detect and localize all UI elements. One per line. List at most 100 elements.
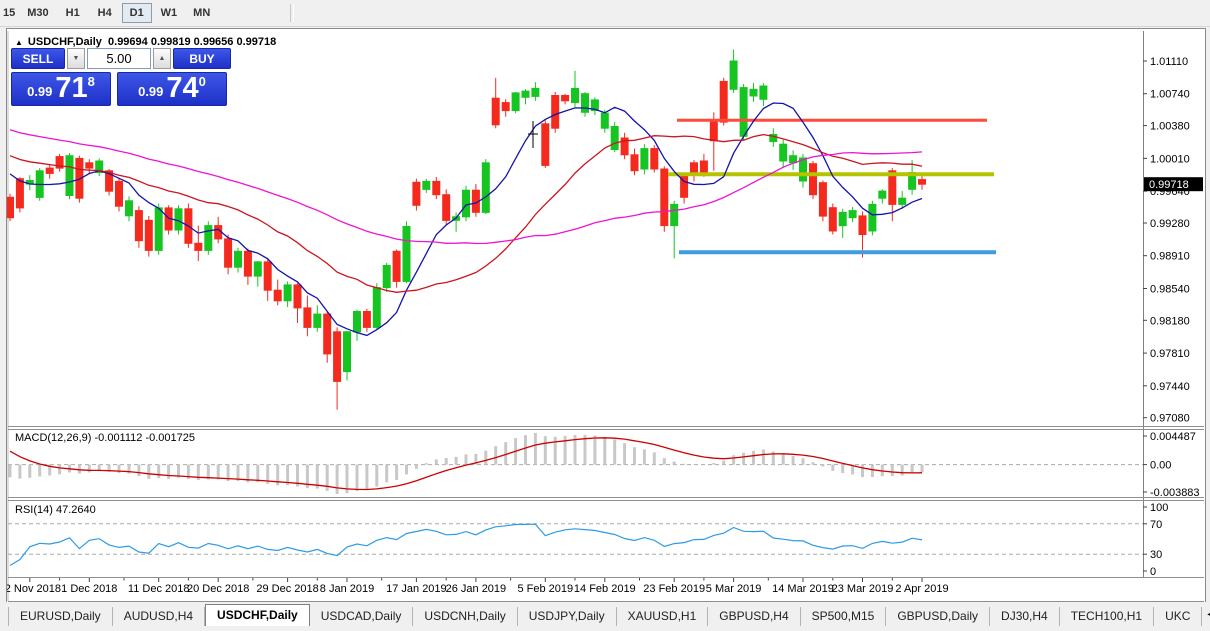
chart-tab-gbpusd-daily[interactable]: GBPUSD,Daily	[886, 607, 991, 626]
svg-text:0.98540: 0.98540	[1150, 284, 1190, 296]
chart-tab-usdcnh-daily[interactable]: USDCNH,Daily	[413, 607, 518, 626]
spread-input[interactable]: 5.00	[87, 48, 151, 69]
svg-text:0.98910: 0.98910	[1150, 251, 1190, 263]
timeframe-button-d1[interactable]: D1	[121, 3, 152, 23]
price-chart-canvas[interactable]: 1.011101.007401.003801.000100.996400.992…	[7, 29, 1205, 602]
svg-text:5 Mar 2019: 5 Mar 2019	[706, 583, 762, 595]
symbol-period-label: USDCHF,Daily	[27, 36, 102, 48]
mid-ma	[9, 133, 923, 293]
timeframe-button-m30[interactable]: M30	[20, 3, 55, 23]
buy-price-point: 0	[198, 74, 206, 89]
spread-decrease-button[interactable]: ▼	[67, 48, 85, 69]
one-click-trade-panel: SELL ▼ 5.00 ▲ BUY 0.99 71 8 0.99 74 0	[11, 48, 233, 106]
collapse-arrow-icon: ▲	[15, 38, 23, 47]
chart-tab-usdjpy-daily[interactable]: USDJPY,Daily	[518, 607, 617, 626]
svg-text:0.99280: 0.99280	[1150, 218, 1190, 230]
fast-ma	[9, 102, 923, 337]
svg-text:100: 100	[1150, 502, 1168, 514]
chart-tab-ukc[interactable]: UKC	[1154, 607, 1203, 626]
rsi-name: RSI(14)	[15, 504, 53, 516]
chart-tab-dj30-h4[interactable]: DJ30,H4	[990, 607, 1060, 626]
spread-increase-button[interactable]: ▲	[153, 48, 171, 69]
svg-text:8 Jan 2019: 8 Jan 2019	[320, 583, 374, 595]
chart-tab-usdchf-daily[interactable]: USDCHF,Daily	[205, 604, 310, 626]
timeframe-button-mn[interactable]: MN	[186, 3, 217, 23]
candlesticks	[7, 49, 926, 410]
buy-button[interactable]: BUY	[173, 48, 231, 69]
chart-tab-audusd-h4[interactable]: AUDUSD,H4	[113, 607, 206, 626]
chart-tabs-bar: EURUSD,Daily AUDUSD,H4 USDCHF,Daily USDCAD,…	[0, 602, 1210, 626]
timeframe-button-15[interactable]: 15	[0, 3, 18, 23]
svg-text:5 Feb 2019: 5 Feb 2019	[517, 583, 573, 595]
sell-price-button[interactable]: 0.99 71 8	[11, 72, 111, 106]
svg-text:30: 30	[1150, 549, 1162, 561]
rsi-pane: 100 70 30 0	[8, 502, 1168, 578]
rsi-line	[9, 523, 923, 567]
chart-tab-gbpusd-h4[interactable]: GBPUSD,H4	[708, 607, 801, 626]
timeframe-button-h4[interactable]: H4	[90, 3, 120, 23]
chart-tab-sp500-m15[interactable]: SP500,M15	[801, 607, 887, 626]
svg-text:14 Mar 2019: 14 Mar 2019	[772, 583, 834, 595]
svg-text:17 Jan 2019: 17 Jan 2019	[386, 583, 447, 595]
ohlc-values: 0.99694 0.99819 0.99656 0.99718	[108, 36, 277, 48]
macd-indicator-label: MACD(12,26,9) -0.001112 -0.001725	[15, 432, 195, 444]
macd-signal-line	[9, 437, 923, 491]
price-axis: 1.011101.007401.003801.000100.996400.992…	[1143, 56, 1203, 425]
svg-text:0: 0	[1150, 566, 1156, 578]
status-strip	[0, 626, 1210, 631]
rsi-value: 47.2640	[55, 504, 96, 516]
tabs-scroll-left-button[interactable]: ◄	[1202, 609, 1210, 619]
svg-text:70: 70	[1150, 519, 1162, 531]
svg-text:26 Jan 2019: 26 Jan 2019	[446, 583, 507, 595]
timeframe-button-h1[interactable]: H1	[58, 3, 88, 23]
svg-text:0.97440: 0.97440	[1150, 381, 1190, 393]
slow-ma	[9, 129, 923, 245]
buy-price-button[interactable]: 0.99 74 0	[117, 72, 227, 106]
svg-text:0.97810: 0.97810	[1150, 348, 1190, 360]
sell-price-point: 8	[87, 74, 95, 89]
chart-window: 1.01110 1.00740 1.00380 1.00010 0.99640 0.992…	[6, 28, 1206, 603]
timeframe-button-w1[interactable]: W1	[154, 3, 185, 23]
chart-tab-tech100-h1[interactable]: TECH100,H1	[1060, 607, 1155, 626]
svg-text:1.00380: 1.00380	[1150, 121, 1190, 133]
sell-button[interactable]: SELL	[11, 48, 65, 69]
chart-tab-xauusd-h1[interactable]: XAUUSD,H1	[617, 607, 709, 626]
chart-title: ▲ USDCHF,Daily 0.99694 0.99819 0.99656 0.…	[15, 36, 276, 48]
svg-text:1.01110: 1.01110	[1150, 56, 1188, 68]
svg-text:0.004487: 0.004487	[1150, 431, 1196, 443]
sell-price-whole: 0.99	[27, 84, 53, 99]
pane-borders	[7, 31, 1204, 602]
macd-name: MACD(12,26,9)	[15, 432, 92, 444]
toolbar-separator	[290, 4, 295, 22]
horizontal-level-lines[interactable]	[668, 118, 996, 255]
rsi-indicator-label: RSI(14) 47.2640	[15, 504, 96, 516]
svg-text:0.97080: 0.97080	[1150, 413, 1190, 425]
macd-main-value: -0.001112	[94, 432, 143, 444]
svg-text:22 Nov 2018: 22 Nov 2018	[7, 583, 61, 595]
svg-text:29 Dec 2018: 29 Dec 2018	[256, 583, 318, 595]
svg-text:2 Apr 2019: 2 Apr 2019	[895, 583, 948, 595]
svg-text:23 Mar 2019: 23 Mar 2019	[832, 583, 894, 595]
svg-text:1.00010: 1.00010	[1150, 153, 1190, 165]
sell-price-pips: 71	[55, 72, 88, 104]
svg-text:23 Feb 2019: 23 Feb 2019	[643, 583, 705, 595]
current-price-badge	[1144, 177, 1203, 192]
chart-tab-usdcad-daily[interactable]: USDCAD,Daily	[310, 607, 414, 626]
svg-text:0.99718: 0.99718	[1149, 179, 1189, 191]
svg-text:1 Dec 2018: 1 Dec 2018	[61, 583, 117, 595]
tab-scroll-arrows: ◄ ►	[1202, 602, 1210, 626]
svg-text:14 Feb 2019: 14 Feb 2019	[574, 583, 636, 595]
moving-average-lines	[9, 102, 923, 337]
svg-text:11 Dec 2018: 11 Dec 2018	[128, 583, 190, 595]
macd-pane: 0.004487 0.00 -0.003883	[8, 431, 1200, 499]
timeframe-toolbar: 15 M30 H1 H4 D1 W1 MN	[0, 0, 1210, 27]
svg-text:0.00: 0.00	[1150, 460, 1171, 472]
crosshair-mark	[528, 121, 538, 148]
chart-tab-eurusd-daily[interactable]: EURUSD,Daily	[8, 607, 113, 626]
macd-signal-value: -0.001725	[145, 432, 196, 444]
buy-price-pips: 74	[166, 72, 199, 104]
svg-text:1.00740: 1.00740	[1150, 89, 1190, 101]
svg-text:20 Dec 2018: 20 Dec 2018	[187, 583, 249, 595]
